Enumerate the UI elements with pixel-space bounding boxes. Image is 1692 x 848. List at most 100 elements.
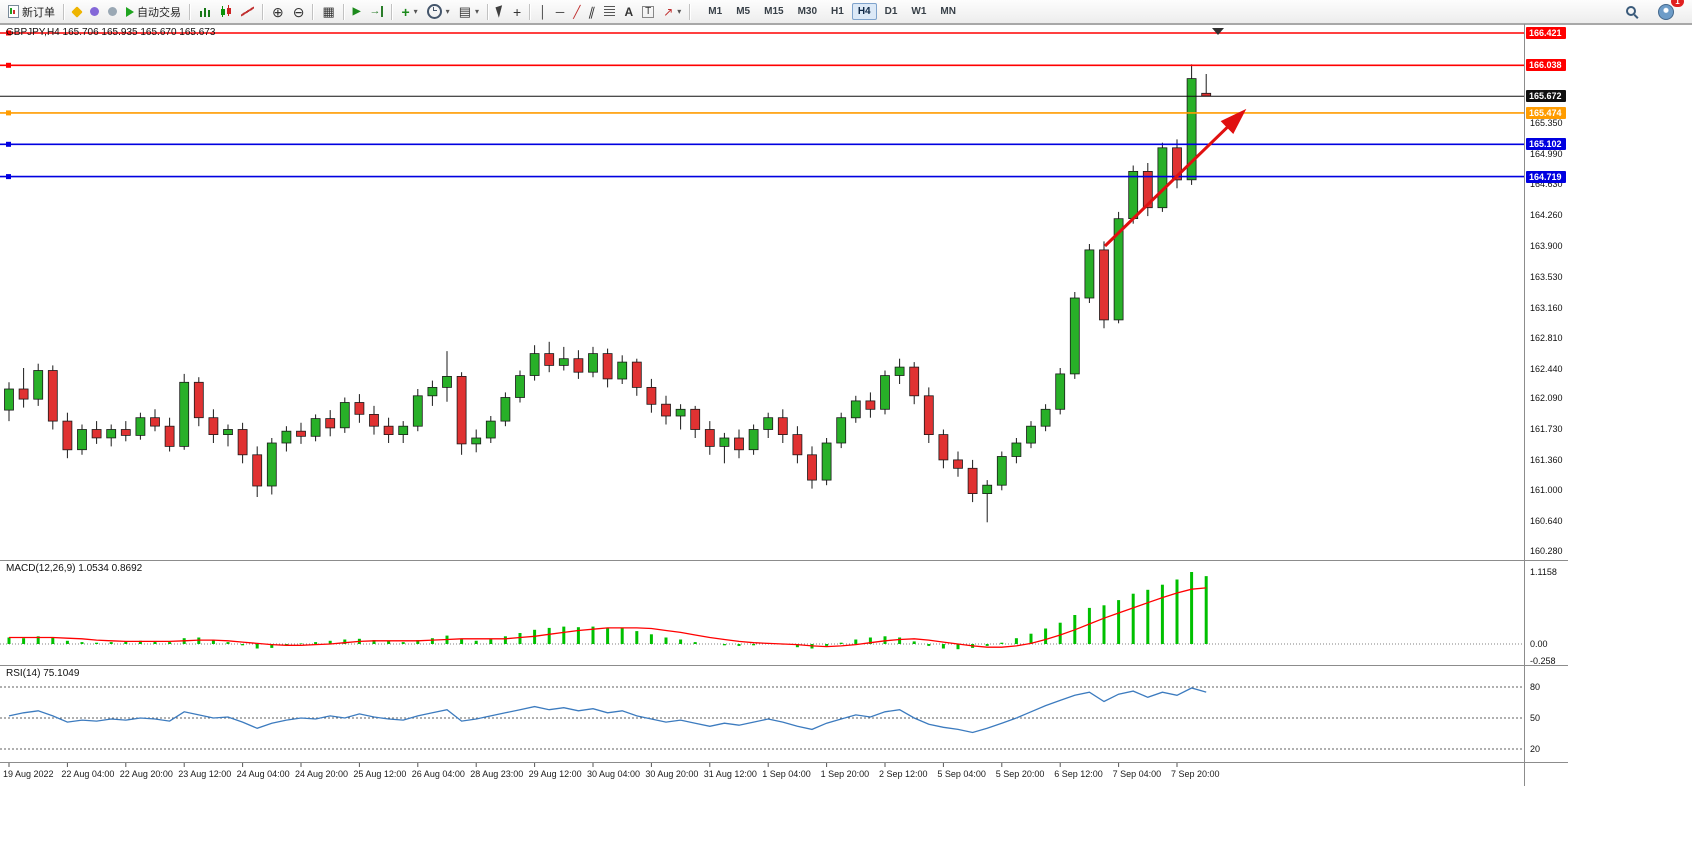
- axis-label: 161.730: [1530, 423, 1563, 434]
- main-toolbar: 新订单 自动交易 ⊕ ⊖: [0, 0, 1692, 24]
- play-icon: [126, 6, 134, 17]
- horizontal-line-icon: ─: [555, 4, 565, 19]
- timeframe-w1[interactable]: W1: [911, 6, 927, 17]
- chart-canvas[interactable]: 19 Aug 2022 22 Aug 04:00 22 Aug 20:00 23 Au…: [0, 24, 1692, 786]
- auto-trading-button[interactable]: 自动交易: [122, 1, 185, 22]
- axis-label: 20: [1530, 744, 1541, 754]
- line-chart-icon: [241, 6, 254, 17]
- line-handle: [6, 62, 11, 68]
- price-lines: [0, 30, 1524, 180]
- vps-button[interactable]: [104, 1, 121, 22]
- bar-chart-button[interactable]: [195, 1, 215, 22]
- svg-text:29 Aug 12:00: 29 Aug 12:00: [529, 769, 582, 779]
- line-handle: [6, 110, 11, 116]
- search-button[interactable]: [1621, 1, 1642, 22]
- templates-icon: ▤: [458, 4, 471, 19]
- signals-button[interactable]: [86, 1, 103, 22]
- auto-scroll-icon: ▶: [352, 5, 361, 17]
- svg-text:2 Sep 12:00: 2 Sep 12:00: [879, 769, 928, 779]
- chevron-down-icon: ▾: [677, 6, 682, 16]
- svg-text:5 Sep 04:00: 5 Sep 04:00: [937, 769, 986, 779]
- auto-trading-label: 自动交易: [137, 6, 181, 19]
- chart-shift-button[interactable]: →: [365, 1, 387, 22]
- chevron-down-icon: ▾: [445, 6, 450, 16]
- line-handle: [6, 174, 11, 180]
- toolbar-separator: [189, 3, 191, 20]
- trendline-icon: ╱: [573, 4, 581, 19]
- svg-text:31 Aug 12:00: 31 Aug 12:00: [704, 769, 757, 779]
- macd-pane: [0, 572, 1524, 650]
- candles: [4, 64, 1212, 523]
- toolbar-separator: [342, 3, 345, 20]
- timeframe-mn[interactable]: MN: [940, 6, 956, 17]
- rsi-indicator-label: RSI(14) 75.1049: [6, 668, 80, 679]
- horizontal-line-button[interactable]: ─: [552, 1, 569, 22]
- axis-label: 160.640: [1530, 515, 1563, 526]
- zoom-in-icon: ⊕: [272, 3, 284, 20]
- axis-label: 164.260: [1530, 210, 1563, 221]
- cursor-button[interactable]: [493, 1, 508, 22]
- notifications-button[interactable]: 1: [1654, 0, 1684, 22]
- svg-text:26 Aug 04:00: 26 Aug 04:00: [412, 769, 465, 779]
- timeframe-d1[interactable]: D1: [884, 6, 898, 17]
- zoom-out-icon: ⊖: [292, 3, 305, 20]
- candlestick-chart-button[interactable]: [216, 1, 236, 22]
- text-label-button[interactable]: T: [638, 1, 658, 22]
- new-order-label: 新订单: [22, 6, 55, 19]
- line-handle: [6, 30, 11, 36]
- new-order-icon: [8, 5, 19, 18]
- vps-icon: [108, 7, 117, 16]
- axis-label: 0.00: [1530, 639, 1548, 649]
- indicators-icon: +: [401, 3, 410, 20]
- text-icon: A: [624, 4, 634, 19]
- search-icon: [1625, 5, 1638, 18]
- price-line-badge: 166.038: [1526, 59, 1566, 72]
- price-line-badge: 166.421: [1526, 27, 1566, 39]
- equidistant-channel-button[interactable]: ∥: [585, 1, 599, 22]
- fibonacci-button[interactable]: [600, 1, 619, 22]
- axis-label: 164.630: [1530, 179, 1563, 190]
- timeframe-m5[interactable]: M5: [736, 6, 751, 17]
- axis-label: 165.350: [1530, 118, 1563, 129]
- templates-button[interactable]: ▤ ▾: [455, 1, 483, 22]
- timeframe-h1[interactable]: H1: [831, 6, 844, 17]
- indicators-button[interactable]: + ▾: [397, 1, 421, 22]
- shift-marker-icon: [1212, 28, 1224, 35]
- timeframe-h4[interactable]: H4: [851, 3, 877, 20]
- svg-text:23 Aug 12:00: 23 Aug 12:00: [178, 769, 231, 779]
- trendline-button[interactable]: ╱: [569, 1, 584, 22]
- toolbar-separator: [391, 3, 394, 20]
- arrows-tool-button[interactable]: ↗ ▾: [659, 1, 685, 22]
- zoom-out-button[interactable]: ⊖: [289, 1, 309, 22]
- tile-windows-button[interactable]: ▦: [318, 1, 338, 22]
- axis-label: 162.090: [1530, 393, 1563, 404]
- arrows-icon: ↗: [663, 4, 674, 19]
- svg-text:1 Sep 04:00: 1 Sep 04:00: [762, 769, 811, 779]
- text-button[interactable]: A: [620, 1, 637, 22]
- toolbar-separator: [689, 3, 692, 20]
- trend-arrow: [1103, 108, 1247, 248]
- periods-button[interactable]: ▾: [423, 1, 454, 22]
- timeframe-m1[interactable]: M1: [708, 6, 723, 17]
- new-order-button[interactable]: 新订单: [4, 1, 59, 22]
- svg-text:7 Sep 04:00: 7 Sep 04:00: [1113, 769, 1162, 779]
- zoom-in-button[interactable]: ⊕: [268, 1, 288, 22]
- axis-label: -0.258: [1530, 655, 1556, 666]
- line-handle: [6, 141, 11, 147]
- axis-label: 163.160: [1530, 303, 1563, 314]
- price-scale[interactable]: 165.350 164.990 164.630 164.260 163.900 163.5…: [1524, 24, 1692, 786]
- crosshair-button[interactable]: +: [509, 1, 525, 22]
- timeframe-m30[interactable]: M30: [797, 6, 818, 17]
- toolbar-separator: [529, 3, 532, 20]
- axis-label: 162.440: [1530, 363, 1563, 374]
- svg-text:1 Sep 20:00: 1 Sep 20:00: [821, 769, 870, 779]
- bar-chart-icon: [199, 5, 211, 18]
- market-button[interactable]: [69, 1, 85, 22]
- market-icon: [71, 5, 83, 18]
- time-scale: 19 Aug 2022 22 Aug 04:00 22 Aug 20:00 23 Au…: [3, 763, 1220, 779]
- line-chart-button[interactable]: [237, 1, 258, 22]
- toolbar-separator: [63, 3, 65, 20]
- auto-scroll-button[interactable]: ▶: [349, 1, 365, 22]
- timeframe-m15[interactable]: M15: [764, 6, 784, 17]
- vertical-line-button[interactable]: │: [535, 1, 551, 22]
